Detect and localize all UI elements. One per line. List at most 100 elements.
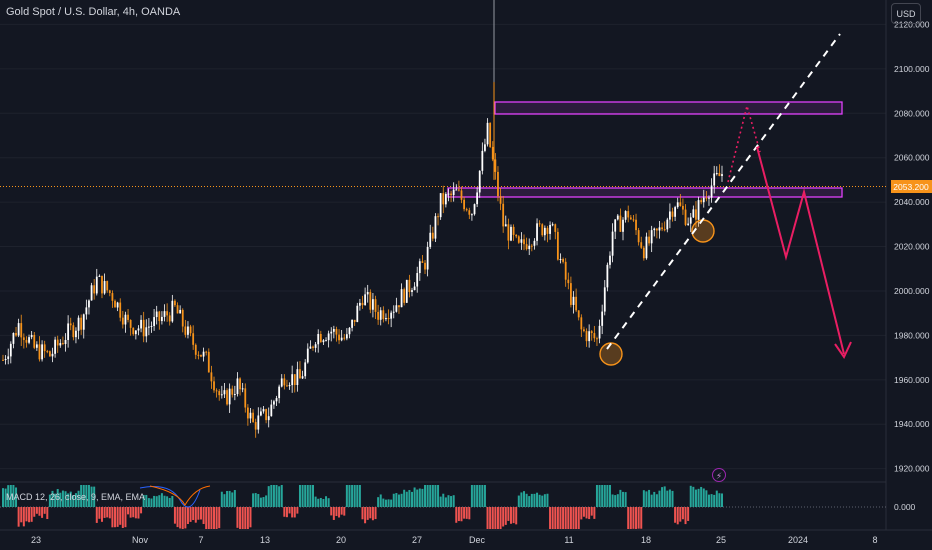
candle-body <box>299 369 301 379</box>
macd-bar-negative <box>366 507 369 520</box>
macd-bar-positive <box>608 485 611 507</box>
macd-bar-positive <box>4 488 7 507</box>
candle-body <box>166 311 169 316</box>
drawings[interactable] <box>0 0 886 198</box>
macd-bar-positive <box>67 493 70 507</box>
macd-bar-positive <box>700 486 703 507</box>
candle-body <box>254 422 257 430</box>
macd-bar-positive <box>306 485 309 507</box>
annotations[interactable] <box>599 33 852 366</box>
macd-bar-positive <box>671 490 674 507</box>
macd-bar-positive <box>697 488 700 507</box>
macd-bar-positive <box>153 495 156 507</box>
macd-bar-negative <box>515 507 518 525</box>
candle-body <box>25 340 28 343</box>
y-tick-label: 1980.000 <box>894 330 930 340</box>
price-axis[interactable]: 1920.000 1940.000 1960.000 1980.000 2000.000… <box>885 0 930 530</box>
candle-body <box>497 171 499 197</box>
macd-bar-positive <box>523 491 526 507</box>
macd-bar-negative <box>468 507 471 520</box>
candle-body <box>614 219 617 232</box>
macd-bar-positive <box>312 485 315 507</box>
support-zone[interactable] <box>447 187 843 198</box>
candle-body <box>273 401 275 405</box>
macd-bar-positive <box>429 485 432 507</box>
macd-bar-positive <box>598 485 601 507</box>
candle-body <box>705 197 708 199</box>
macd-bar-positive <box>650 494 653 507</box>
resistance-zone[interactable] <box>494 101 843 115</box>
macd-bar-positive <box>517 495 520 507</box>
macd-bar-positive <box>645 491 648 507</box>
currency-button[interactable]: USD <box>891 3 921 24</box>
candle-body <box>77 317 80 331</box>
macd-bar-negative <box>181 507 184 529</box>
macd-bar-negative <box>179 507 182 529</box>
macd-pane[interactable] <box>0 481 886 529</box>
time-axis[interactable]: 23 Nov 7 13 20 27 Dec 11 18 25 2024 8 <box>0 529 932 545</box>
candle-body <box>444 193 447 205</box>
lightning-icon[interactable]: ⚡ <box>712 468 726 482</box>
projection-arrowhead <box>834 341 852 360</box>
candle-body <box>564 261 567 280</box>
candle-body <box>249 412 252 419</box>
macd-bar-negative <box>338 507 341 518</box>
macd-bar-positive <box>483 485 486 507</box>
macd-bar-positive <box>319 497 322 507</box>
macd-bar-positive <box>9 485 12 507</box>
macd-bar-positive <box>702 488 705 507</box>
candle-body <box>200 354 202 357</box>
macd-bar-negative <box>137 507 140 519</box>
candle-body <box>142 319 145 337</box>
candle-body <box>460 190 463 200</box>
candle-body <box>184 326 187 335</box>
macd-bar-negative <box>559 507 562 529</box>
candle-body <box>533 240 536 246</box>
macd-bar-negative <box>575 507 578 529</box>
macd-bar-negative <box>562 507 565 529</box>
macd-bar-positive <box>168 497 171 507</box>
macd-bar-negative <box>197 507 200 520</box>
macd-bar-negative <box>108 507 111 519</box>
macd-bar-positive <box>478 485 481 507</box>
candle-body <box>129 319 132 328</box>
macd-bar-positive <box>476 485 479 507</box>
candle-body <box>215 390 218 392</box>
macd-bar-negative <box>176 507 179 528</box>
macd-bar-negative <box>207 507 210 529</box>
candle-body <box>721 174 723 177</box>
candle-body <box>28 337 30 343</box>
candle-body <box>481 150 484 171</box>
candle-body <box>629 217 632 220</box>
candle-body <box>280 378 283 387</box>
candle-body <box>471 214 473 216</box>
grid <box>0 23 886 470</box>
dashed-trendline[interactable] <box>606 33 841 350</box>
candle-body <box>262 409 265 412</box>
macd-bar-negative <box>205 507 208 529</box>
macd-bar-positive <box>533 493 536 507</box>
macd-bar-negative <box>134 507 137 519</box>
macd-bar-positive <box>387 499 390 507</box>
macd-bar-negative <box>679 507 682 522</box>
candle-body <box>288 385 291 387</box>
projection-dotted-path[interactable] <box>727 102 761 183</box>
candle-body <box>702 197 705 203</box>
macd-bar-negative <box>489 507 492 529</box>
macd-bar-positive <box>410 491 413 507</box>
circled-low-1[interactable] <box>599 342 623 366</box>
candle-body <box>528 245 531 250</box>
macd-bar-positive <box>653 491 656 507</box>
candle-body <box>194 344 197 355</box>
candle-body <box>314 344 317 348</box>
macd-bar-negative <box>374 507 377 520</box>
macd-bar-negative <box>46 507 49 520</box>
macd-indicator-label[interactable]: MACD 12, 26, close, 9, EMA, EMA <box>6 492 146 502</box>
candle-body <box>463 199 465 210</box>
macd-bar-positive <box>48 494 51 507</box>
projection-path[interactable] <box>756 146 845 355</box>
candle-body <box>69 323 72 326</box>
candle-body <box>197 354 200 356</box>
candle-body <box>627 211 630 218</box>
